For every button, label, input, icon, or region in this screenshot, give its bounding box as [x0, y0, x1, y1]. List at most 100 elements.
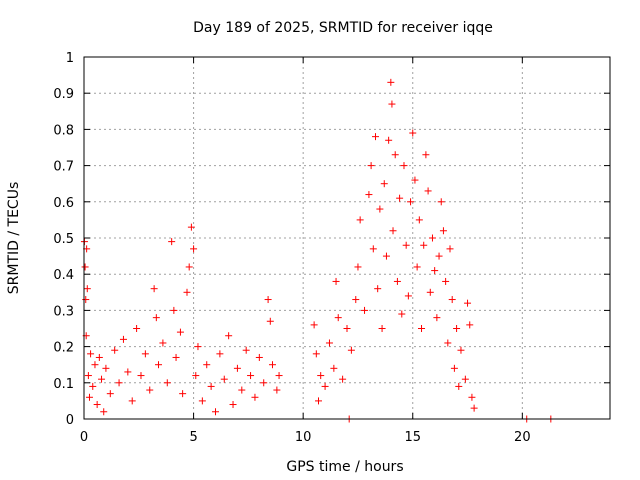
data-point: [415, 216, 423, 224]
data-point: [402, 241, 410, 249]
data-point: [251, 393, 259, 401]
data-point: [155, 361, 163, 369]
data-point: [310, 321, 318, 329]
data-point: [315, 397, 323, 405]
data-point: [321, 382, 329, 390]
data-point: [233, 364, 241, 372]
data-point: [420, 241, 428, 249]
x-tick-label: 10: [295, 430, 312, 445]
data-point: [411, 176, 419, 184]
data-point: [102, 364, 110, 372]
data-point: [330, 364, 338, 372]
data-point: [455, 382, 463, 390]
data-point: [264, 296, 272, 304]
data-point: [380, 180, 388, 188]
data-point: [385, 136, 393, 144]
data-point: [468, 393, 476, 401]
data-point: [444, 339, 452, 347]
x-tick-label: 0: [80, 430, 88, 445]
y-tick-label: 0.9: [53, 87, 74, 102]
data-point: [84, 372, 92, 380]
data-point: [190, 245, 198, 253]
data-point: [343, 325, 351, 332]
data-point: [422, 151, 430, 159]
x-axis-label: GPS time / hours: [286, 459, 403, 475]
data-point: [133, 325, 141, 332]
data-point: [163, 379, 171, 387]
data-point: [376, 205, 384, 213]
data-point: [137, 372, 145, 380]
data-point: [413, 263, 421, 271]
data-point: [128, 397, 136, 405]
data-point: [365, 191, 373, 199]
data-point: [453, 325, 461, 332]
data-point: [183, 288, 191, 296]
data-point: [238, 386, 246, 394]
y-tick-label: 0: [66, 413, 74, 428]
data-point: [198, 397, 206, 405]
data-point: [437, 198, 445, 206]
data-point: [461, 375, 469, 383]
data-point: [378, 325, 386, 332]
data-point: [82, 296, 90, 304]
data-point: [146, 386, 154, 394]
data-point: [247, 372, 255, 380]
data-point: [266, 317, 274, 325]
data-point: [396, 194, 404, 202]
data-point: [179, 390, 187, 398]
data-points: [80, 78, 555, 423]
data-point: [83, 285, 91, 293]
data-point: [220, 375, 228, 383]
x-tick-label: 5: [189, 430, 197, 445]
data-point: [170, 306, 178, 314]
data-point: [150, 285, 158, 293]
y-tick-label: 0.2: [53, 341, 74, 356]
data-point: [106, 390, 114, 398]
data-point: [400, 162, 408, 170]
data-point: [212, 408, 219, 416]
data-point: [119, 335, 127, 343]
data-point: [466, 321, 474, 329]
data-point: [356, 216, 364, 224]
y-tick-label: 0.4: [53, 268, 74, 283]
data-point: [369, 245, 377, 253]
data-point: [216, 350, 224, 358]
data-point: [268, 361, 276, 369]
data-point: [89, 382, 97, 390]
data-point: [371, 133, 379, 141]
data-point: [354, 263, 362, 271]
data-point: [439, 227, 447, 235]
data-point: [464, 299, 472, 307]
data-point: [317, 372, 325, 380]
data-point: [446, 245, 454, 253]
data-point: [374, 285, 382, 293]
data-point: [203, 361, 211, 369]
data-point: [428, 234, 436, 242]
y-tick-label: 0.1: [53, 377, 74, 392]
data-point: [229, 401, 237, 409]
data-point: [124, 368, 132, 376]
data-point: [91, 361, 99, 369]
data-point: [93, 401, 101, 409]
data-point: [194, 343, 202, 351]
data-point: [393, 277, 401, 285]
axis-ticks: 00.10.20.30.40.50.60.70.80.910 5 10 15 20: [53, 51, 610, 445]
data-point: [176, 328, 184, 336]
data-point: [389, 227, 397, 235]
data-point: [312, 350, 320, 358]
data-point: [242, 346, 250, 354]
data-point: [152, 314, 160, 322]
data-point: [95, 353, 103, 361]
data-point: [187, 223, 195, 231]
data-point: [418, 325, 426, 332]
data-point: [433, 314, 441, 322]
data-point: [325, 339, 333, 347]
data-point: [367, 162, 375, 170]
data-point: [115, 379, 123, 387]
plot-frame: [83, 56, 611, 420]
data-point: [168, 238, 176, 246]
data-point: [260, 379, 268, 387]
data-point: [100, 408, 108, 416]
data-point: [391, 151, 399, 159]
